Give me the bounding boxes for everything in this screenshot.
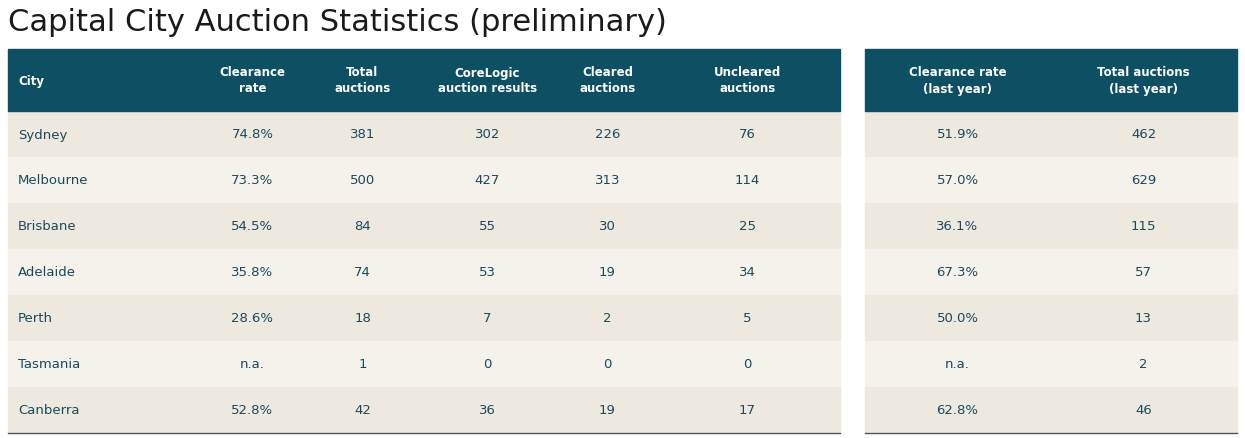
- Text: Cleared
auctions: Cleared auctions: [579, 66, 636, 95]
- Text: 302: 302: [474, 128, 500, 141]
- Text: Adelaide: Adelaide: [17, 266, 76, 279]
- Bar: [865, 50, 1238, 112]
- Text: 500: 500: [350, 174, 375, 187]
- Text: 30: 30: [599, 220, 616, 233]
- Text: 74: 74: [354, 266, 371, 279]
- Text: Sydney: Sydney: [17, 128, 67, 141]
- Text: 62.8%: 62.8%: [936, 403, 979, 417]
- Text: 0: 0: [604, 358, 611, 371]
- Text: 53: 53: [479, 266, 496, 279]
- Text: Clearance
rate: Clearance rate: [219, 66, 285, 95]
- Text: Total auctions
(last year): Total auctions (last year): [1097, 66, 1190, 95]
- Text: 2: 2: [1139, 358, 1148, 371]
- Text: CoreLogic
auction results: CoreLogic auction results: [438, 66, 537, 95]
- Text: 2: 2: [604, 312, 611, 325]
- Text: 226: 226: [595, 128, 620, 141]
- Bar: [865, 341, 1238, 387]
- Text: 36: 36: [479, 403, 496, 417]
- Text: 427: 427: [474, 174, 500, 187]
- Text: 28.6%: 28.6%: [232, 312, 274, 325]
- Text: Clearance rate
(last year): Clearance rate (last year): [909, 66, 1006, 95]
- Text: 25: 25: [740, 220, 756, 233]
- Bar: [7, 112, 840, 158]
- Text: 34: 34: [740, 266, 756, 279]
- Text: Tasmania: Tasmania: [17, 358, 80, 371]
- Text: 5: 5: [743, 312, 752, 325]
- Text: 0: 0: [483, 358, 492, 371]
- Text: 67.3%: 67.3%: [936, 266, 979, 279]
- Bar: [7, 249, 840, 295]
- Text: 42: 42: [354, 403, 371, 417]
- Text: n.a.: n.a.: [945, 358, 970, 371]
- Text: 36.1%: 36.1%: [936, 220, 979, 233]
- Text: 51.9%: 51.9%: [936, 128, 979, 141]
- Text: 0: 0: [743, 358, 752, 371]
- Text: Canberra: Canberra: [17, 403, 80, 417]
- Text: 7: 7: [483, 312, 492, 325]
- Text: n.a.: n.a.: [240, 358, 265, 371]
- Bar: [7, 204, 840, 249]
- Text: Total
auctions: Total auctions: [335, 66, 391, 95]
- Bar: [865, 204, 1238, 249]
- Text: 73.3%: 73.3%: [232, 174, 274, 187]
- Bar: [865, 249, 1238, 295]
- Bar: [7, 341, 840, 387]
- Text: 17: 17: [740, 403, 756, 417]
- Text: 74.8%: 74.8%: [232, 128, 274, 141]
- Text: Melbourne: Melbourne: [17, 174, 88, 187]
- Text: 19: 19: [599, 403, 616, 417]
- Text: 76: 76: [740, 128, 756, 141]
- Text: Capital City Auction Statistics (preliminary): Capital City Auction Statistics (prelimi…: [7, 8, 667, 37]
- Text: 84: 84: [354, 220, 371, 233]
- Text: 57.0%: 57.0%: [936, 174, 979, 187]
- Bar: [7, 433, 840, 438]
- Text: Brisbane: Brisbane: [17, 220, 77, 233]
- Text: 52.8%: 52.8%: [232, 403, 274, 417]
- Text: Perth: Perth: [17, 312, 54, 325]
- Text: 313: 313: [595, 174, 620, 187]
- Text: 13: 13: [1135, 312, 1152, 325]
- Text: City: City: [17, 74, 44, 87]
- Text: 1: 1: [359, 358, 367, 371]
- Text: 57: 57: [1135, 266, 1152, 279]
- Text: 54.5%: 54.5%: [232, 220, 274, 233]
- Text: 19: 19: [599, 266, 616, 279]
- Text: 35.8%: 35.8%: [232, 266, 274, 279]
- Text: 629: 629: [1130, 174, 1157, 187]
- Bar: [865, 158, 1238, 204]
- Text: 381: 381: [350, 128, 375, 141]
- Bar: [7, 158, 840, 204]
- Bar: [7, 387, 840, 433]
- Text: 55: 55: [479, 220, 496, 233]
- Bar: [865, 387, 1238, 433]
- Text: 46: 46: [1135, 403, 1152, 417]
- Text: 462: 462: [1130, 128, 1157, 141]
- Bar: [865, 295, 1238, 341]
- Bar: [7, 50, 840, 112]
- Bar: [7, 295, 840, 341]
- Text: 50.0%: 50.0%: [936, 312, 979, 325]
- Text: 18: 18: [354, 312, 371, 325]
- Bar: [865, 112, 1238, 158]
- Text: 115: 115: [1130, 220, 1157, 233]
- Text: 114: 114: [735, 174, 761, 187]
- Text: Uncleared
auctions: Uncleared auctions: [713, 66, 781, 95]
- Bar: [865, 433, 1238, 438]
